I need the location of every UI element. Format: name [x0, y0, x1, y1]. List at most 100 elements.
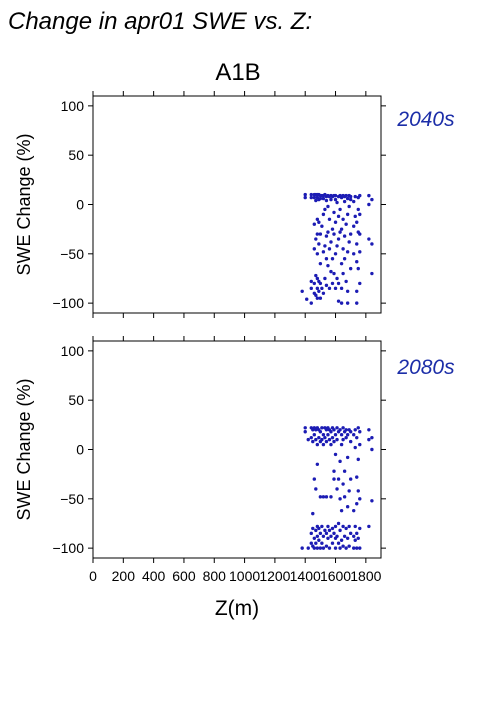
data-point	[333, 193, 338, 198]
data-point	[306, 437, 310, 442]
data-point	[333, 197, 338, 202]
data-point	[344, 193, 348, 198]
data-point	[314, 293, 318, 297]
x-tick-label: 1600	[320, 568, 351, 584]
data-point	[338, 459, 342, 464]
data-point	[312, 536, 317, 540]
data-point	[326, 536, 330, 540]
data-point	[314, 437, 318, 442]
data-point	[321, 250, 326, 254]
data-point	[314, 541, 318, 545]
data-point	[318, 196, 323, 201]
data-point	[339, 227, 344, 231]
data-point	[355, 546, 359, 550]
data-point	[326, 204, 330, 209]
data-point	[355, 531, 359, 536]
data-point	[356, 426, 360, 430]
x-tick-label: 0	[89, 568, 97, 584]
data-point	[320, 541, 324, 545]
data-point	[332, 271, 336, 276]
data-point	[335, 244, 339, 248]
data-point	[315, 276, 320, 281]
data-point	[356, 536, 360, 540]
data-point	[327, 286, 332, 291]
data-point	[318, 495, 323, 499]
data-point	[324, 544, 329, 548]
data-point	[312, 195, 317, 200]
data-point	[342, 469, 347, 473]
data-point	[303, 192, 307, 197]
data-point	[309, 301, 313, 305]
data-point	[347, 240, 351, 244]
data-point	[345, 505, 350, 509]
data-point	[356, 457, 360, 462]
data-point	[370, 435, 374, 440]
data-point	[353, 538, 357, 542]
data-point	[323, 207, 327, 212]
data-point	[355, 301, 359, 305]
data-point	[321, 442, 326, 447]
data-point	[345, 433, 350, 437]
data-point	[309, 541, 313, 545]
data-point	[309, 279, 313, 284]
data-point	[303, 430, 307, 434]
data-point	[333, 452, 338, 457]
data-point	[318, 296, 323, 300]
data-point	[353, 214, 357, 219]
data-point	[358, 546, 362, 550]
data-point	[345, 289, 350, 293]
data-point	[333, 546, 338, 550]
data-point	[305, 297, 309, 301]
data-point	[330, 541, 335, 545]
data-point	[352, 508, 356, 513]
data-point	[329, 430, 333, 434]
data-point	[312, 433, 317, 437]
data-point	[329, 197, 333, 202]
data-point	[341, 524, 345, 529]
x-tick-label: 400	[142, 568, 166, 584]
x-axis-label: Z(m)	[215, 597, 259, 620]
data-point	[339, 286, 344, 291]
data-point	[315, 442, 320, 447]
data-point	[300, 289, 304, 293]
data-point	[323, 528, 327, 533]
data-point	[358, 232, 362, 236]
data-point	[358, 442, 362, 447]
data-point	[342, 257, 347, 261]
data-point	[327, 217, 332, 221]
data-point	[327, 247, 332, 251]
data-point	[314, 198, 318, 203]
data-point	[339, 433, 344, 437]
data-point	[317, 435, 321, 440]
data-point	[306, 546, 310, 550]
data-point	[335, 487, 339, 491]
data-point	[353, 524, 357, 529]
data-point	[338, 497, 342, 501]
y-tick-label: 100	[61, 343, 85, 359]
data-point	[352, 433, 356, 437]
data-point	[324, 257, 329, 261]
data-point	[317, 538, 321, 542]
data-point	[367, 237, 371, 241]
y-tick-label: −100	[52, 295, 84, 311]
data-point	[327, 546, 332, 550]
y-tick-label: −100	[52, 540, 84, 556]
data-point	[336, 477, 341, 481]
data-point	[329, 442, 333, 447]
data-point	[318, 531, 323, 536]
data-point	[348, 430, 353, 434]
y-tick-label: −50	[60, 246, 84, 262]
data-point	[358, 250, 362, 254]
data-point	[326, 230, 330, 234]
data-point	[335, 276, 339, 281]
data-point	[342, 199, 347, 204]
x-tick-label: 1800	[350, 568, 381, 584]
data-point	[355, 435, 359, 440]
data-point	[315, 296, 320, 300]
data-point	[345, 212, 350, 217]
data-point	[347, 489, 351, 493]
y-tick-label: 100	[61, 98, 85, 114]
panel-2080s: 100 50 0 −50 −100 0 200 400 600 800 1000 1200 1400 16…	[14, 336, 455, 584]
data-point	[339, 442, 344, 447]
data-point	[309, 286, 313, 291]
